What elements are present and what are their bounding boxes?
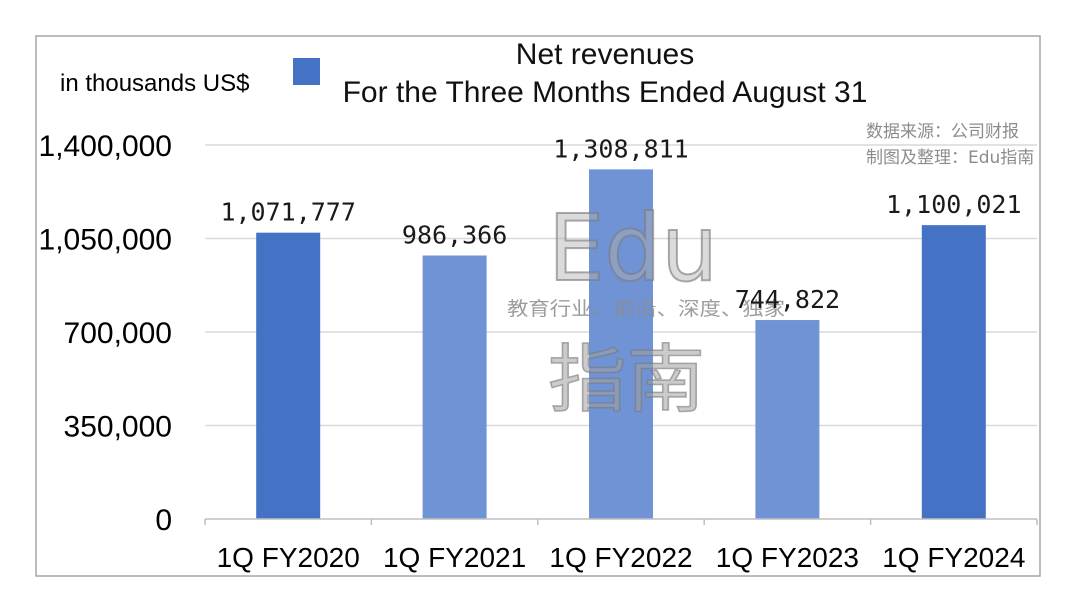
data-label-1q-fy2020: 1,071,777 — [220, 198, 355, 227]
legend-label-line-1: Net revenues — [516, 38, 694, 71]
bars — [256, 169, 986, 520]
data-label-1q-fy2021: 986,366 — [402, 220, 507, 249]
bar-1q-fy2024 — [921, 225, 986, 519]
legend: Net revenues For the Three Months Ended … — [293, 38, 867, 109]
source-note: 数据来源：公司财报 — [866, 122, 1019, 142]
legend-swatch — [293, 58, 320, 85]
data-label-1q-fy2023: 744,822 — [735, 285, 840, 314]
data-labels: 1,071,777 986,366 1,308,811 744,822 1,100,02… — [220, 134, 1021, 314]
y-tick-label: 1,400,000 — [39, 130, 172, 163]
x-tick-label: 1Q FY2022 — [549, 542, 692, 573]
credit-note: 制图及整理：Edu指南 — [866, 148, 1034, 168]
y-tick-label: 350,000 — [64, 411, 172, 444]
x-axis: 1Q FY2020 1Q FY2021 1Q FY2022 1Q FY2023 1Q F… — [204, 518, 1038, 573]
y-axis: 0 350,000 700,000 1,050,000 1,400,000 — [39, 130, 172, 537]
x-tick-label: 1Q FY2024 — [882, 542, 1025, 573]
y-tick-label: 1,050,000 — [39, 224, 172, 257]
bar-1q-fy2023 — [755, 320, 820, 519]
chart-frame — [35, 35, 1041, 577]
y-tick-label: 0 — [155, 504, 172, 537]
x-tick-label: 1Q FY2020 — [217, 542, 360, 573]
y-tick-label: 700,000 — [64, 317, 172, 350]
data-label-1q-fy2022: 1,308,811 — [553, 134, 688, 163]
bar-1q-fy2021 — [422, 255, 487, 519]
bar-1q-fy2022 — [589, 169, 653, 520]
unit-label: in thousands US$ — [60, 70, 249, 97]
bar-1q-fy2020 — [256, 232, 321, 519]
x-tick-label: 1Q FY2021 — [383, 542, 526, 573]
legend-label-line-2: For the Three Months Ended August 31 — [343, 76, 868, 109]
x-tick-label: 1Q FY2023 — [716, 542, 859, 573]
data-label-1q-fy2024: 1,100,021 — [886, 190, 1021, 219]
